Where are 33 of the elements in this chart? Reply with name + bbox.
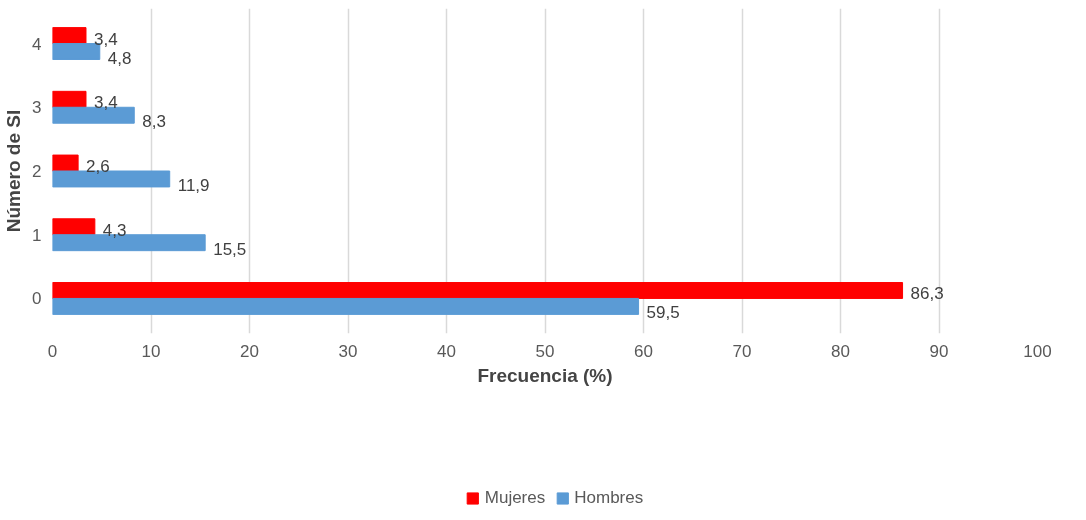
y-tick-label: 0 — [32, 289, 42, 309]
legend-label: Hombres — [574, 488, 644, 508]
y-tick-label: 1 — [32, 225, 42, 245]
x-tick-label: 80 — [831, 341, 850, 361]
x-tick-label: 90 — [929, 341, 949, 361]
bar — [52, 90, 87, 108]
x-tick-label: 0 — [47, 341, 58, 361]
bar — [52, 297, 640, 315]
bar — [52, 218, 96, 236]
x-tick-label: 20 — [240, 341, 259, 361]
bar — [52, 27, 87, 45]
x-tick-label: 70 — [732, 341, 752, 361]
data-label: 15,5 — [213, 239, 247, 259]
data-label: 11,9 — [177, 175, 210, 195]
x-tick-label: 40 — [437, 341, 456, 361]
y-tick-label: 4 — [32, 34, 42, 54]
x-tick-label: 50 — [535, 341, 555, 361]
bar — [52, 282, 904, 299]
x-tick-label: 60 — [634, 341, 653, 361]
x-tick-label: 100 — [1023, 341, 1052, 361]
data-label: 86,3 — [910, 284, 944, 304]
y-tick-label: 3 — [32, 98, 42, 118]
x-tick-label: 30 — [338, 341, 358, 361]
data-label: 3,4 — [93, 29, 118, 49]
y-axis-title: Número de SI — [3, 109, 25, 233]
data-label: 8,3 — [142, 112, 166, 132]
x-tick-label: 10 — [141, 341, 161, 361]
data-label: 59,5 — [646, 303, 680, 323]
x-axis-title: Frecuencia (%) — [477, 364, 613, 386]
bar — [52, 154, 79, 172]
y-tick-label: 2 — [32, 162, 42, 181]
data-label: 4,8 — [107, 48, 132, 68]
legend-label: Mujeres — [484, 488, 546, 508]
